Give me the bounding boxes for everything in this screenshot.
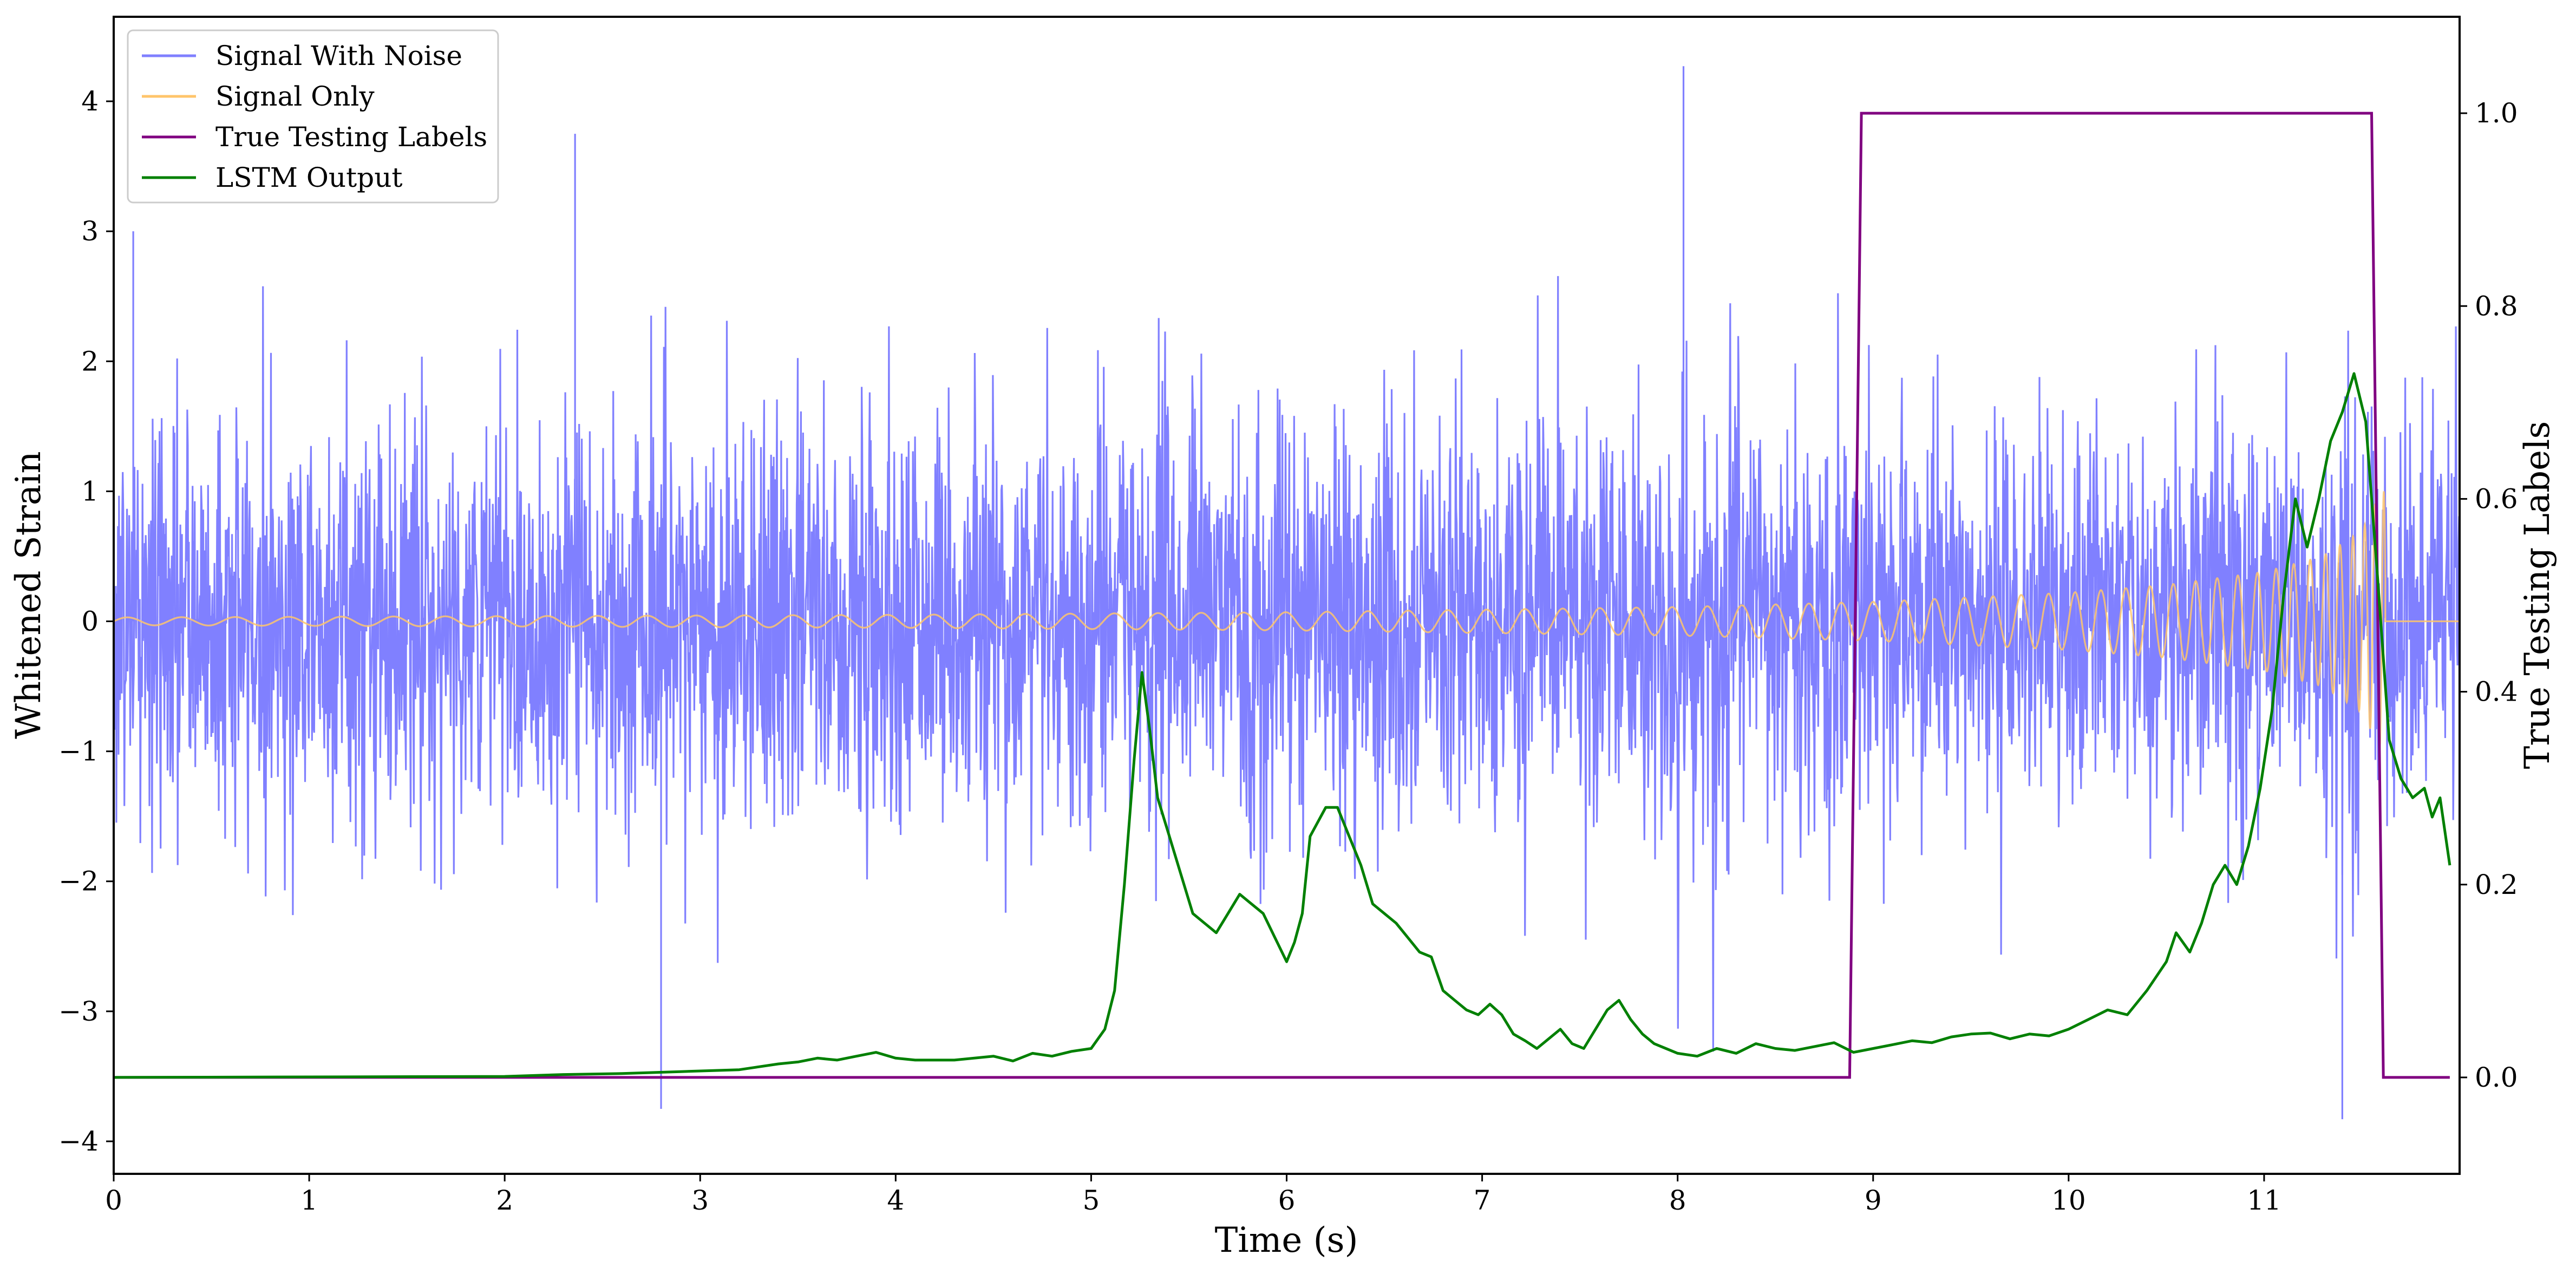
y-left-tick-label: −4 (58, 1126, 99, 1157)
y-left-tick-label: 4 (81, 86, 99, 117)
y-right-tick-label: 0.6 (2475, 483, 2518, 514)
x-tick-label: 4 (887, 1185, 904, 1216)
legend-label: LSTM Output (215, 162, 402, 193)
legend-box (127, 29, 499, 204)
signal-with-noise-line (114, 276, 2460, 1052)
y-left-tick-label: −1 (58, 736, 99, 767)
series-signal-only (114, 491, 2460, 748)
x-tick-label: 10 (2051, 1185, 2086, 1216)
y-left-tick-label: −2 (58, 866, 99, 897)
y-left-tick-label: −3 (58, 996, 99, 1027)
y-axis-right: 0.0 0.2 0.4 0.6 0.8 1.0 (2460, 97, 2518, 1093)
x-tick-label: 2 (496, 1185, 513, 1216)
y-left-tick-label: 2 (81, 345, 99, 377)
x-tick-label: 6 (1278, 1185, 1296, 1216)
lstm-output-line (114, 372, 2451, 1079)
x-tick-label: 1 (300, 1185, 318, 1216)
y-left-tick-label: 0 (81, 606, 99, 637)
y-right-tick-label: 0.8 (2475, 290, 2518, 322)
y-axis-right-label: True Testing Labels (2518, 421, 2558, 769)
y-right-tick-label: 0.4 (2475, 676, 2518, 708)
series-lstm-output (114, 372, 2451, 1079)
y-right-tick-label: 1.0 (2475, 97, 2518, 129)
legend: Signal With Noise Signal Only True Testing… (127, 29, 499, 204)
x-axis-label: Time (s) (1215, 1220, 1358, 1260)
legend-label: True Testing Labels (215, 121, 487, 153)
x-tick-label: 9 (1865, 1185, 1882, 1216)
x-tick-label: 11 (2247, 1185, 2281, 1216)
x-tick-label: 7 (1474, 1185, 1491, 1216)
y-axis-left: −4 −3 −2 −1 0 1 2 3 4 (58, 86, 114, 1157)
x-axis: 0 1 2 3 4 5 6 7 8 9 10 11 (105, 1174, 2281, 1216)
y-right-tick-label: 0.2 (2475, 869, 2518, 900)
y-left-tick-label: 1 (81, 475, 99, 507)
y-axis-left-label: Whitened Strain (9, 451, 49, 739)
x-tick-label: 0 (105, 1185, 122, 1216)
legend-label: Signal With Noise (215, 40, 462, 71)
legend-label: Signal Only (215, 81, 375, 112)
series-true-testing-labels (114, 112, 2450, 1079)
x-tick-label: 3 (691, 1185, 709, 1216)
series-signal-with-noise (114, 66, 2460, 1120)
signal-only-line (114, 491, 2460, 748)
y-right-tick-label: 0.0 (2475, 1062, 2518, 1093)
x-tick-label: 5 (1083, 1185, 1100, 1216)
true-testing-labels-line (114, 112, 2450, 1079)
x-tick-label: 8 (1669, 1185, 1686, 1216)
y-left-tick-label: 3 (81, 215, 99, 247)
